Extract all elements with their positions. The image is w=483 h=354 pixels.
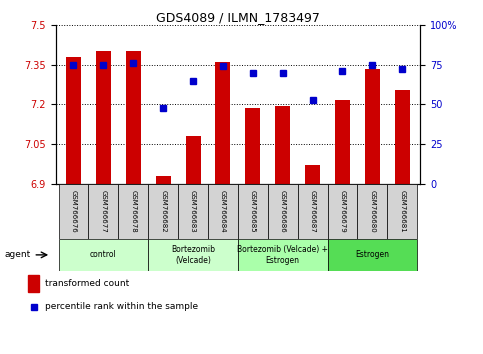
Bar — [365, 69, 380, 184]
Text: Bortezomib (Velcade) +
Estrogen: Bortezomib (Velcade) + Estrogen — [237, 245, 328, 264]
Bar — [395, 90, 410, 184]
Text: GSM766679: GSM766679 — [340, 190, 345, 233]
Bar — [335, 101, 350, 184]
Bar — [126, 51, 141, 184]
Bar — [327, 184, 357, 239]
Bar — [268, 184, 298, 239]
Bar — [156, 176, 170, 184]
Bar — [208, 184, 238, 239]
Bar — [28, 275, 39, 292]
Bar — [88, 184, 118, 239]
Bar — [305, 165, 320, 184]
Bar — [238, 239, 327, 271]
Title: GDS4089 / ILMN_1783497: GDS4089 / ILMN_1783497 — [156, 11, 320, 24]
Bar — [58, 239, 148, 271]
Text: GSM766683: GSM766683 — [190, 190, 196, 233]
Bar — [357, 184, 387, 239]
Bar — [58, 184, 88, 239]
Bar — [238, 184, 268, 239]
Bar — [327, 239, 417, 271]
Bar — [387, 184, 417, 239]
Bar — [96, 51, 111, 184]
Text: Estrogen: Estrogen — [355, 250, 389, 259]
Text: GSM766685: GSM766685 — [250, 190, 256, 233]
Text: transformed count: transformed count — [45, 279, 129, 288]
Bar — [66, 57, 81, 184]
Text: GSM766681: GSM766681 — [399, 190, 405, 233]
Text: GSM766680: GSM766680 — [369, 190, 375, 233]
Bar — [118, 184, 148, 239]
Text: GSM766687: GSM766687 — [310, 190, 315, 233]
Bar — [178, 184, 208, 239]
Bar — [275, 106, 290, 184]
Bar — [185, 136, 200, 184]
Text: GSM766677: GSM766677 — [100, 190, 106, 233]
Text: percentile rank within the sample: percentile rank within the sample — [45, 302, 198, 311]
Text: GSM766684: GSM766684 — [220, 190, 226, 233]
Text: control: control — [90, 250, 117, 259]
Text: Bortezomib
(Velcade): Bortezomib (Velcade) — [171, 245, 215, 264]
Bar — [298, 184, 327, 239]
Bar — [245, 108, 260, 184]
Text: GSM766682: GSM766682 — [160, 190, 166, 233]
Bar — [148, 239, 238, 271]
Text: GSM766676: GSM766676 — [71, 190, 76, 233]
Text: GSM766686: GSM766686 — [280, 190, 286, 233]
Bar — [148, 184, 178, 239]
Text: GSM766678: GSM766678 — [130, 190, 136, 233]
Text: agent: agent — [4, 250, 31, 259]
Bar — [215, 62, 230, 184]
